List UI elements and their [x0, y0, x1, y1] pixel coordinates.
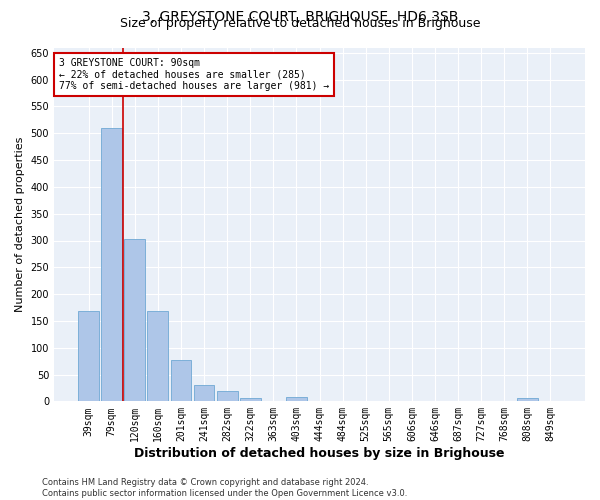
Text: 3, GREYSTONE COURT, BRIGHOUSE, HD6 3SB: 3, GREYSTONE COURT, BRIGHOUSE, HD6 3SB	[142, 10, 458, 24]
Bar	[148, 312, 168, 402]
Bar	[194, 385, 214, 402]
Bar	[240, 398, 260, 402]
Text: Size of property relative to detached houses in Brighouse: Size of property relative to detached ho…	[120, 18, 480, 30]
Y-axis label: Number of detached properties: Number of detached properties	[15, 136, 25, 312]
X-axis label: Distribution of detached houses by size in Brighouse: Distribution of detached houses by size …	[134, 447, 505, 460]
Bar	[170, 360, 191, 402]
Text: Contains HM Land Registry data © Crown copyright and database right 2024.
Contai: Contains HM Land Registry data © Crown c…	[42, 478, 407, 498]
Text: 3 GREYSTONE COURT: 90sqm
← 22% of detached houses are smaller (285)
77% of semi-: 3 GREYSTONE COURT: 90sqm ← 22% of detach…	[59, 58, 329, 92]
Bar	[124, 240, 145, 402]
Bar	[101, 128, 122, 402]
Bar	[517, 398, 538, 402]
Bar	[217, 390, 238, 402]
Bar	[78, 312, 99, 402]
Bar	[286, 397, 307, 402]
